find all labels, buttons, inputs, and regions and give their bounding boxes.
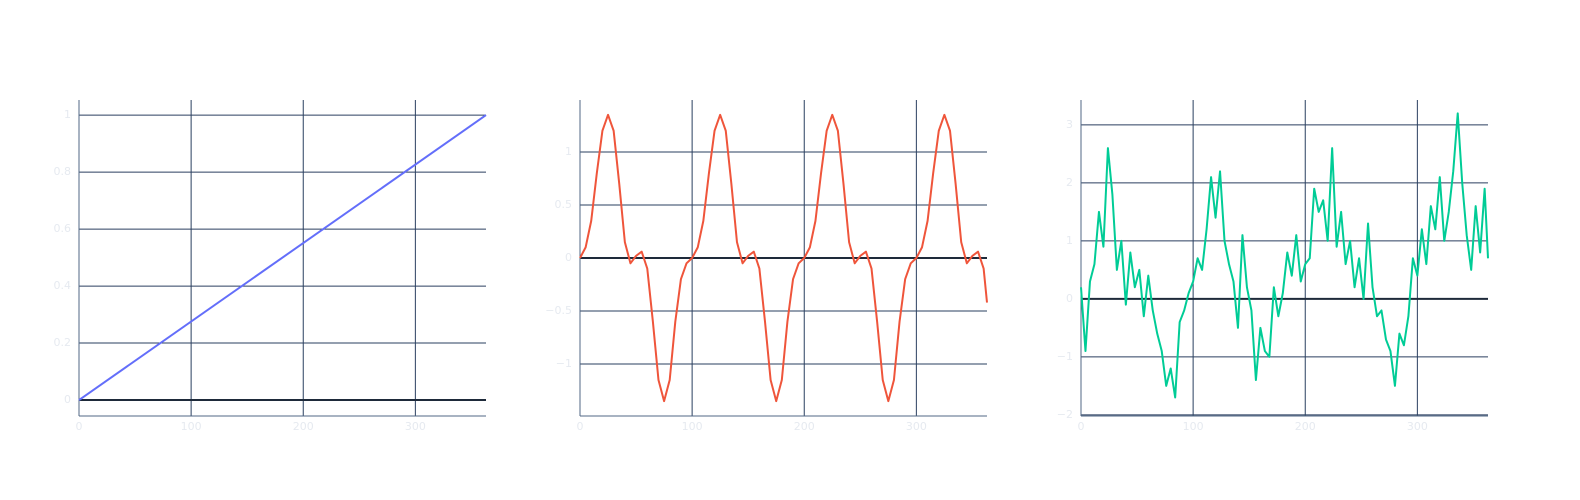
- y-tick-label: 1: [565, 145, 572, 158]
- x-tick-label: 200: [293, 420, 314, 433]
- x-tick-label: 300: [405, 420, 426, 433]
- x-tick-label: 300: [906, 420, 927, 433]
- x-tick-label: 100: [181, 420, 202, 433]
- data-line: [1080, 112, 1489, 399]
- x-tick-label: 0: [76, 420, 83, 433]
- y-tick-label: 1: [64, 108, 71, 121]
- y-tick-label: 0.4: [54, 279, 72, 292]
- y-tick-label: 0.6: [54, 222, 72, 235]
- y-tick-label: 3: [1066, 118, 1073, 131]
- y-tick-label: −1: [556, 357, 572, 370]
- x-tick-label: 300: [1407, 420, 1428, 433]
- x-tick-label: 0: [577, 420, 584, 433]
- x-tick-label: 100: [682, 420, 703, 433]
- y-tick-label: −0.5: [545, 304, 572, 317]
- y-tick-label: 0: [64, 393, 71, 406]
- y-tick-label: −1: [1057, 350, 1073, 363]
- y-tick-label: 0: [1066, 292, 1073, 305]
- data-line: [78, 114, 487, 401]
- y-tick-label: 0.2: [54, 336, 72, 349]
- y-tick-label: 0.8: [54, 165, 72, 178]
- x-tick-label: 0: [1078, 420, 1085, 433]
- y-tick-label: 0.5: [555, 198, 573, 211]
- x-tick-label: 100: [1183, 420, 1204, 433]
- data-line: [579, 113, 988, 403]
- x-tick-label: 200: [1295, 420, 1316, 433]
- y-tick-label: −2: [1057, 408, 1073, 421]
- x-tick-label: 200: [794, 420, 815, 433]
- y-tick-label: 2: [1066, 176, 1073, 189]
- y-tick-label: 1: [1066, 234, 1073, 247]
- y-tick-label: 0: [565, 251, 572, 264]
